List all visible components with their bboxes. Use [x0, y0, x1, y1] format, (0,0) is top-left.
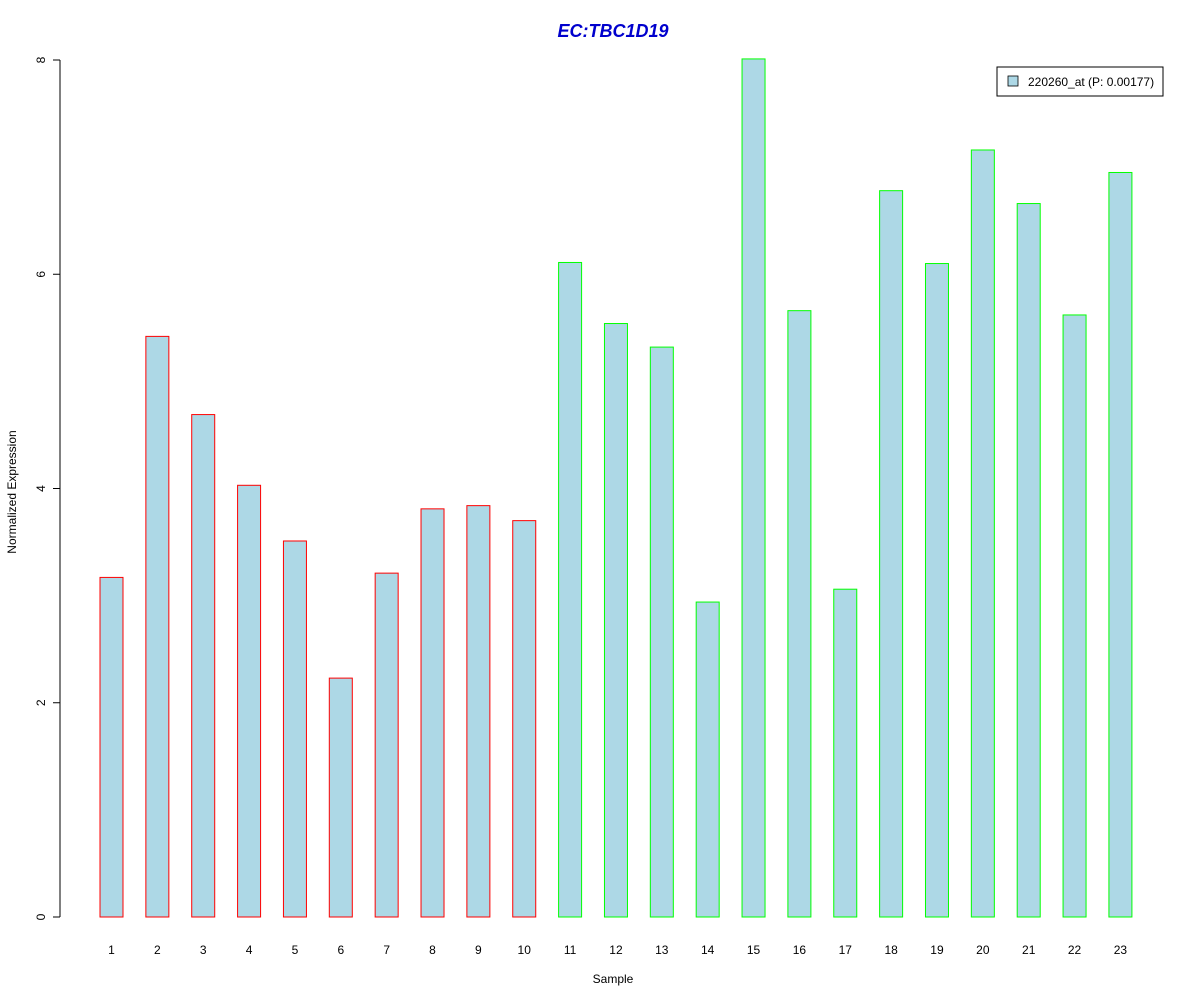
y-axis: 0 2 4 6 8: [34, 56, 61, 920]
y-tick-label: 4: [34, 485, 48, 492]
legend-swatch: [1007, 75, 1019, 87]
legend-box: [996, 66, 1164, 97]
bar: [1108, 171, 1133, 918]
x-tick-label: 5: [292, 943, 299, 957]
x-tick-label: 10: [518, 943, 532, 957]
x-tick-label: 14: [701, 943, 715, 957]
x-tick-label: 11: [564, 943, 577, 957]
bar: [741, 58, 766, 918]
x-tick-label: 16: [793, 943, 807, 957]
bar: [787, 310, 812, 918]
x-tick-label: 1: [108, 943, 115, 957]
bar: [99, 576, 124, 918]
y-tick-label: 6: [34, 271, 48, 278]
bar: [695, 601, 720, 918]
x-tick-label: 13: [655, 943, 669, 957]
x-tick-label: 4: [246, 943, 253, 957]
bar: [879, 190, 904, 918]
bar: [512, 520, 537, 918]
bar: [466, 505, 491, 918]
x-tick-label: 9: [475, 943, 482, 957]
bar: [145, 335, 170, 918]
y-tick-label: 0: [34, 913, 48, 920]
bar: [1016, 203, 1041, 918]
x-tick-label: 22: [1068, 943, 1082, 957]
x-tick-label: 12: [609, 943, 623, 957]
x-tick-label: 17: [839, 943, 853, 957]
bar: [649, 346, 674, 918]
bar: [328, 677, 353, 918]
bar: [924, 263, 949, 918]
bar: [970, 149, 995, 918]
y-axis-label: Normalized Expression: [5, 430, 19, 553]
x-tick-label: 18: [884, 943, 898, 957]
y-tick-label: 2: [34, 699, 48, 706]
x-tick-label: 3: [200, 943, 207, 957]
x-tick-label: 2: [154, 943, 161, 957]
legend-label: 220260_at (P: 0.00177): [1028, 75, 1154, 89]
bar: [374, 572, 399, 918]
y-tick-label: 8: [34, 56, 48, 63]
x-axis-label: Sample: [593, 972, 634, 986]
x-tick-label: 15: [747, 943, 761, 957]
chart-title: EC:TBC1D19: [557, 21, 668, 41]
x-tick-label: 19: [930, 943, 944, 957]
x-tick-label: 21: [1022, 943, 1036, 957]
bars: [99, 58, 1133, 918]
x-tick-label: 23: [1114, 943, 1128, 957]
bar: [237, 484, 262, 918]
bar: [833, 588, 858, 918]
bar: [603, 323, 628, 918]
x-tick-label: 7: [383, 943, 390, 957]
bar: [558, 261, 583, 918]
bar: [1062, 314, 1087, 918]
bar: [282, 540, 307, 918]
x-tick-label: 8: [429, 943, 436, 957]
x-tick-label: 6: [337, 943, 344, 957]
bar: [420, 508, 445, 918]
x-tick-labels: 1 2 3 4 5 6 7 8 9 10 11 12 13 14 15 16 17 18 19 20 21 22 23: [108, 943, 1127, 957]
x-tick-label: 20: [976, 943, 990, 957]
bar: [191, 414, 216, 918]
legend: 220260_at (P: 0.00177): [996, 66, 1164, 97]
